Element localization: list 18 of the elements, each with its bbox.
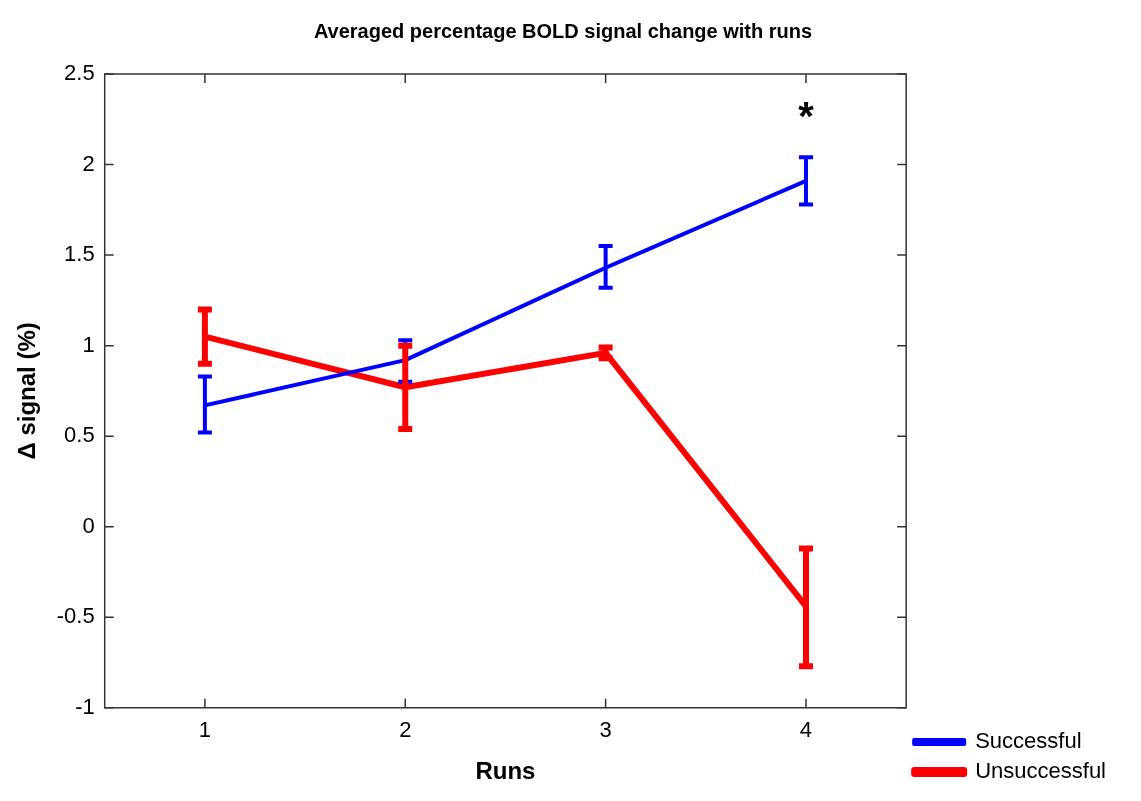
chart-title: Averaged percentage BOLD signal change with runs <box>313 19 813 42</box>
legend-label: Successful <box>975 728 1082 754</box>
y-tick-label: 1.5 <box>64 241 95 267</box>
x-tick-label: 1 <box>198 717 212 743</box>
y-tick-label: -1 <box>75 693 95 719</box>
y-tick-label: 2 <box>82 150 95 176</box>
y-tick-label: 0 <box>82 512 95 538</box>
annotation: * <box>798 94 815 139</box>
y-tick-label: 0.5 <box>64 422 95 448</box>
x-tick-label: 2 <box>399 717 412 743</box>
y-tick-label: 1 <box>82 331 95 357</box>
y-axis-title: Δ signal (%) <box>13 322 41 460</box>
x-tick-label: 4 <box>799 717 813 743</box>
x-tick-label: 3 <box>599 717 612 743</box>
x-axis-title: Runs <box>475 757 536 785</box>
legend-label: Unsuccessful <box>975 758 1107 784</box>
y-tick-label: -0.5 <box>56 603 95 629</box>
y-tick-label: 2.5 <box>64 60 95 86</box>
